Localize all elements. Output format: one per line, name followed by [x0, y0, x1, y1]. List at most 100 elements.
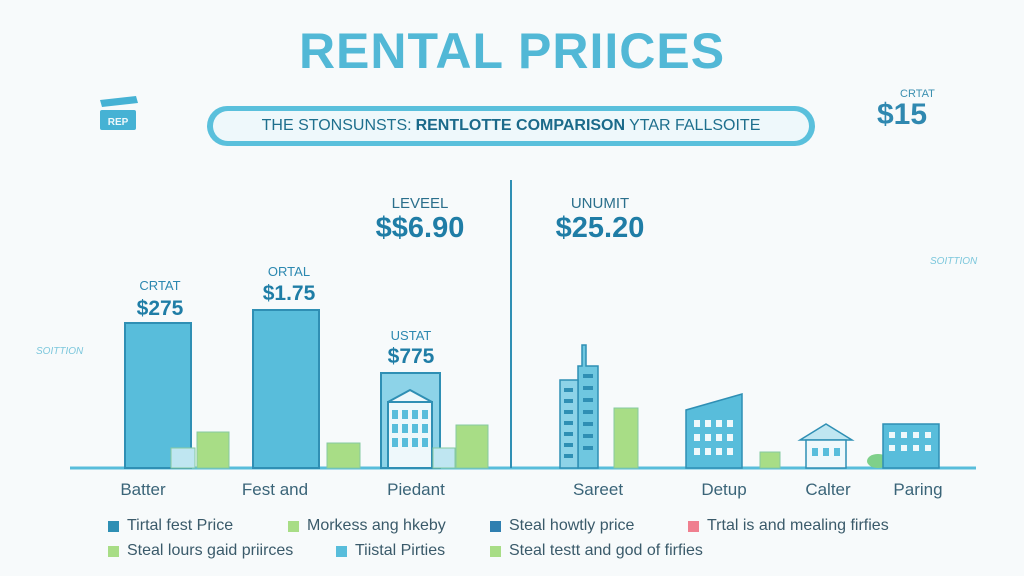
legend-swatch [108, 520, 119, 532]
bar-light-2 [432, 447, 456, 469]
building-window-icon [392, 438, 398, 447]
bar-main-1 [252, 309, 320, 469]
office-window-icon [694, 420, 700, 427]
garage-window-icon [913, 432, 919, 438]
garage-window-icon [925, 432, 931, 438]
skyscraper-window-icon [564, 399, 573, 403]
bar-label-value: $775 [388, 345, 435, 368]
bar-green-0 [196, 431, 230, 469]
bar-label-caption: ORTAL [268, 264, 310, 279]
building-window-icon [422, 424, 428, 433]
skyscraper-window-icon [564, 421, 573, 425]
bar-label-caption: USTAT [391, 328, 432, 343]
office-window-icon [716, 448, 722, 455]
x-tick-label: Detup [701, 480, 746, 499]
annotation-value: $25.20 [556, 212, 645, 244]
logo-icon: REP [100, 96, 138, 130]
x-tick-label: Batter [120, 480, 166, 499]
office-window-icon [694, 448, 700, 455]
legend-label: Tirtal fest Price [127, 517, 234, 534]
legend-label: Tiistal Pirties [355, 542, 446, 559]
skyscraper-window-icon [564, 432, 573, 436]
x-tick-label: Calter [805, 480, 851, 499]
building-window-icon [412, 410, 418, 419]
legend-item: Tiistal Pirties [336, 542, 445, 560]
garage-window-icon [889, 445, 895, 451]
skyscraper-window-icon [583, 398, 593, 402]
legend-swatch [490, 520, 501, 532]
skyscraper-window-icon [564, 454, 573, 458]
skyscraper-window-icon [583, 422, 593, 426]
garage-window-icon [901, 432, 907, 438]
skyscraper-window-icon [583, 410, 593, 414]
legend-label: Steal lours gaid priirces [127, 542, 294, 559]
annotation-value: $$6.90 [376, 212, 465, 244]
subtitle-prefix: THE STONSUNSTS: [261, 117, 412, 134]
legend-swatch [490, 545, 501, 557]
building-window-icon [402, 424, 408, 433]
garage-window-icon [913, 445, 919, 451]
skyscraper-window-icon [564, 443, 573, 447]
bar-green-1 [326, 442, 361, 469]
corner-label: CRTAT [900, 88, 935, 100]
garage-window-icon [901, 445, 907, 451]
legend-label: Morkess ang hkeby [307, 517, 446, 534]
office-window-icon [727, 448, 733, 455]
building-window-icon [412, 438, 418, 447]
legend-item: Steal lours gaid priirces [108, 542, 293, 560]
logo-text: REP [108, 117, 129, 128]
office-window-icon [705, 420, 711, 427]
legend-label: Trtal is and mealing firfies [707, 517, 889, 534]
bar-label-caption: CRTAT [139, 278, 180, 293]
building-window-icon [392, 410, 398, 419]
annotation-label: LEVEEL [392, 195, 449, 212]
legend-swatch [336, 545, 347, 557]
building-window-icon [402, 410, 408, 419]
house-roof-icon [797, 423, 855, 441]
bar-green-2 [455, 424, 489, 469]
side-note-left: SOITTION [36, 346, 84, 357]
x-tick-label: Piedant [387, 480, 445, 499]
skyscraper-window-icon [583, 386, 593, 390]
house-window-icon [823, 448, 829, 456]
building-window-icon [422, 410, 428, 419]
legend-label: Steal testt and god of firfies [509, 542, 703, 559]
office-window-icon [705, 448, 711, 455]
annotation-label: UNUMIT [571, 195, 629, 212]
side-note-right: SOITTION [930, 256, 978, 267]
page-title: RENTAL PRIICES [298, 23, 726, 79]
office-window-icon [694, 434, 700, 441]
legend-item: Tirtal fest Price [108, 517, 233, 535]
legend-label: Steal howtly price [509, 517, 635, 534]
x-tick-label: Sareet [573, 480, 623, 499]
office-window-icon [705, 434, 711, 441]
office-window-icon [727, 434, 733, 441]
house-window-icon [834, 448, 840, 456]
office-building-icon [685, 393, 743, 469]
legend-swatch [688, 520, 699, 532]
bar-main-0 [124, 322, 192, 469]
legend-swatch [108, 545, 119, 557]
bar-green-3 [613, 407, 639, 469]
x-tick-label: Fest and [242, 480, 308, 499]
subtitle-banner: THE STONSUNSTS: RENTLOTTE COMPARISON YTA… [207, 106, 815, 146]
legend-item: Trtal is and mealing firfies [688, 517, 889, 535]
corner-value: $15 [877, 98, 928, 131]
legend-item: Morkess ang hkeby [288, 517, 446, 535]
skyscraper-window-icon [564, 410, 573, 414]
skyscraper-window-icon [564, 388, 573, 392]
building-window-icon [402, 438, 408, 447]
legend-item: Steal howtly price [490, 517, 634, 535]
house-window-icon [812, 448, 818, 456]
x-tick-label: Paring [893, 480, 942, 499]
skyscraper-window-icon [583, 446, 593, 450]
garage-window-icon [889, 432, 895, 438]
subtitle-main: RENTLOTTE COMPARISON [415, 117, 626, 134]
bar-green-4 [759, 451, 781, 469]
garage-window-icon [925, 445, 931, 451]
bar-label-value: $1.75 [263, 282, 316, 305]
building-window-icon [392, 424, 398, 433]
skyscraper-window-icon [583, 434, 593, 438]
office-window-icon [716, 420, 722, 427]
